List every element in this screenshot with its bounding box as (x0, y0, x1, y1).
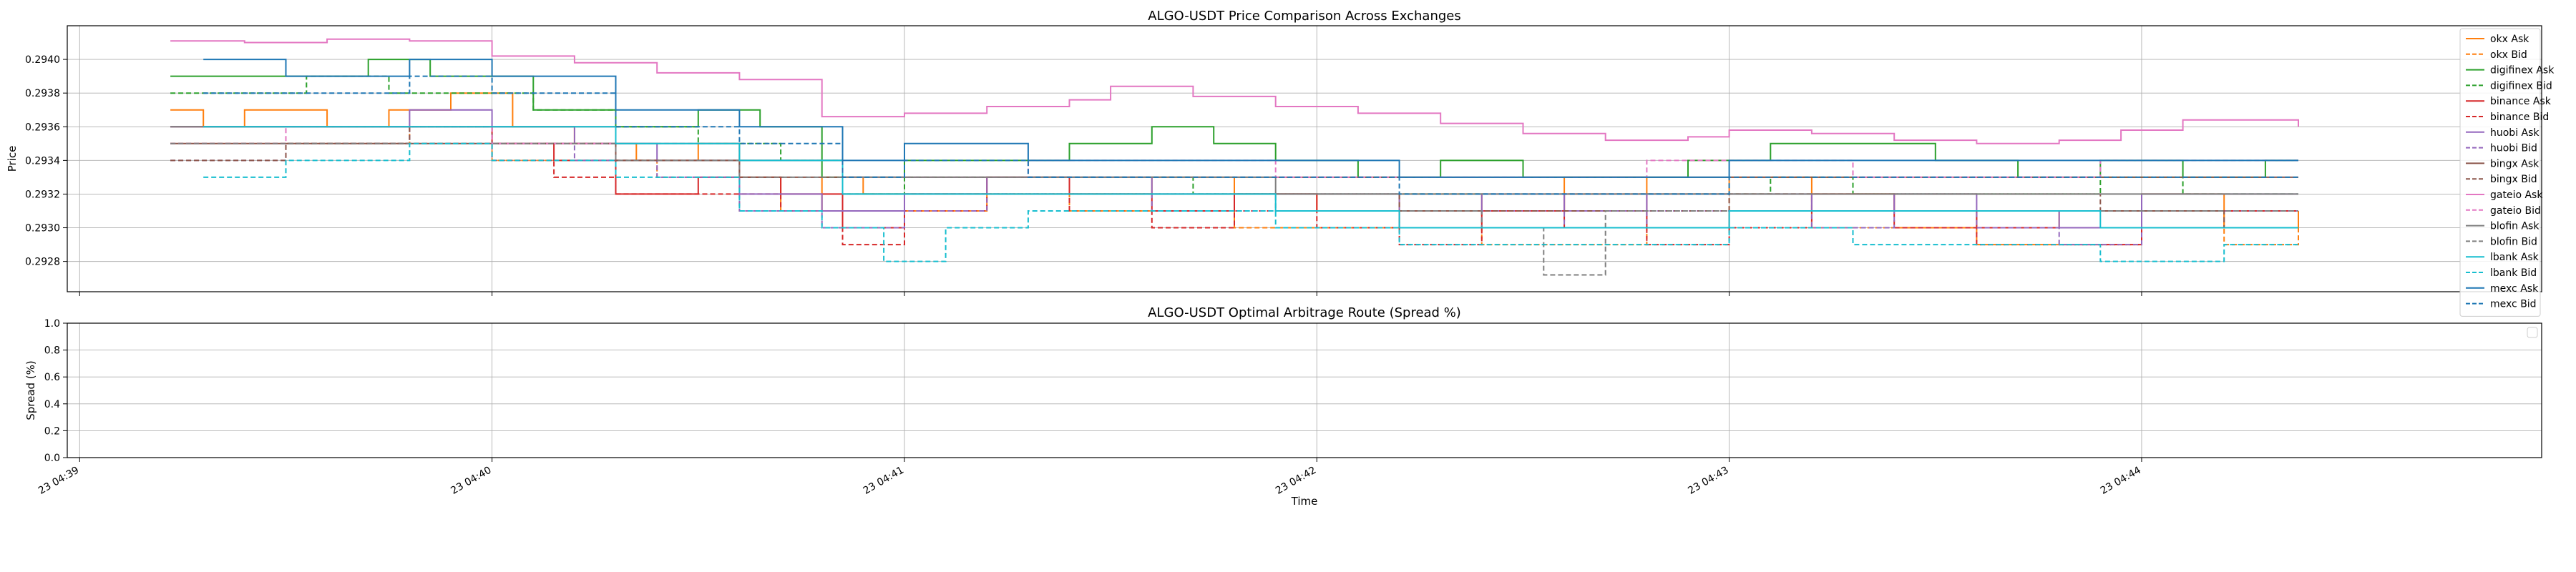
spread-ytick-label: 0.4 (44, 399, 60, 410)
price-chart-grid (67, 26, 2542, 292)
legend-entry: gateio Bid (2490, 205, 2541, 217)
spread-chart-x-ticks: 23 04:39 23 04:40 23 04:41 23 04:42 23 04:43… (36, 458, 2143, 497)
legend-entry: huobi Bid (2490, 143, 2537, 154)
price-chart-x-ticks (79, 292, 2142, 296)
price-chart-title: ALGO-USDT Price Comparison Across Exchan… (1148, 9, 1460, 24)
spread-chart-grid (67, 322, 2542, 458)
price-ytick-label: 0.2938 (25, 88, 60, 99)
series-line-gateio-bid (170, 126, 2298, 178)
spread-ytick-label: 0.6 (44, 372, 60, 383)
spread-xtick-label: 23 04:42 (1274, 465, 1318, 497)
spread-chart: ALGO-USDT Optimal Arbitrage Route (Sprea… (24, 305, 2542, 508)
price-ytick-label: 0.2928 (25, 257, 60, 268)
legend-entry: lbank Bid (2490, 267, 2537, 279)
spread-chart-xlabel: Time (1291, 495, 1318, 508)
series-line-gateio-ask (170, 38, 2299, 144)
legend-entry: okx Ask (2490, 34, 2529, 45)
legend-entry: bingx Ask (2490, 158, 2540, 169)
price-chart-legend: okx Ask okx Bid digifinex Ask digifinex Bid… (2459, 28, 2555, 317)
spread-ytick-label: 0.8 (44, 345, 60, 357)
legend-entry: okx Bid (2490, 49, 2527, 61)
price-ytick-label: 0.2936 (25, 122, 60, 133)
series-line-lbank-ask (203, 126, 2298, 229)
price-ytick-label: 0.2940 (25, 54, 60, 66)
spread-xtick-label: 23 04:43 (1686, 465, 1730, 497)
price-ytick-label: 0.2930 (25, 223, 60, 235)
spread-chart-legend (2527, 327, 2538, 338)
price-chart-series (170, 38, 2299, 276)
spread-chart-frame (67, 322, 2542, 458)
price-chart-y-ticks: 0.2928 0.2930 0.2932 0.2934 0.2936 0.2938 0.29… (25, 54, 67, 268)
price-ytick-label: 0.2934 (25, 155, 60, 167)
series-line-mexc-bid (203, 75, 2298, 195)
spread-ytick-label: 1.0 (44, 318, 60, 330)
legend-entry: blofin Bid (2490, 236, 2537, 247)
legend-entry: digifinex Bid (2490, 80, 2552, 92)
series-line-digifinex-bid (170, 75, 2298, 195)
legend-entry: bingx Bid (2490, 174, 2537, 185)
legend-entry: mexc Ask (2490, 283, 2539, 295)
legend-entry: binance Ask (2490, 96, 2552, 107)
series-line-mexc-ask (203, 59, 2298, 178)
legend-entry: huobi Ask (2490, 127, 2540, 139)
price-chart: ALGO-USDT Price Comparison Across Exchan… (6, 9, 2555, 317)
legend-entry: blofin Ask (2490, 221, 2540, 232)
spread-chart-y-ticks: 0.0 0.2 0.4 0.6 0.8 1.0 (44, 318, 67, 464)
spread-ytick-label: 0.2 (44, 425, 60, 437)
spread-chart-title: ALGO-USDT Optimal Arbitrage Route (Sprea… (1148, 305, 1461, 320)
legend-entry: digifinex Ask (2490, 65, 2555, 77)
spread-xtick-label: 23 04:40 (449, 465, 493, 497)
spread-xtick-label: 23 04:44 (2099, 465, 2143, 497)
legend-entry: lbank Ask (2490, 252, 2540, 263)
series-line-binance-bid (170, 142, 2298, 246)
spread-xtick-label: 23 04:41 (862, 465, 906, 497)
legend-entry: mexc Bid (2490, 299, 2537, 310)
series-line-lbank-bid (203, 142, 2298, 262)
legend-entry: gateio Ask (2490, 189, 2543, 201)
price-ytick-label: 0.2932 (25, 189, 60, 200)
spread-ytick-label: 0.0 (44, 453, 60, 464)
spread-xtick-label: 23 04:39 (36, 465, 81, 497)
legend-entry: binance Bid (2490, 112, 2549, 123)
price-chart-ylabel: Price (6, 146, 19, 172)
spread-chart-ylabel: Spread (%) (24, 360, 37, 420)
price-chart-frame (67, 25, 2542, 292)
series-line-digifinex-ask (170, 59, 2298, 178)
